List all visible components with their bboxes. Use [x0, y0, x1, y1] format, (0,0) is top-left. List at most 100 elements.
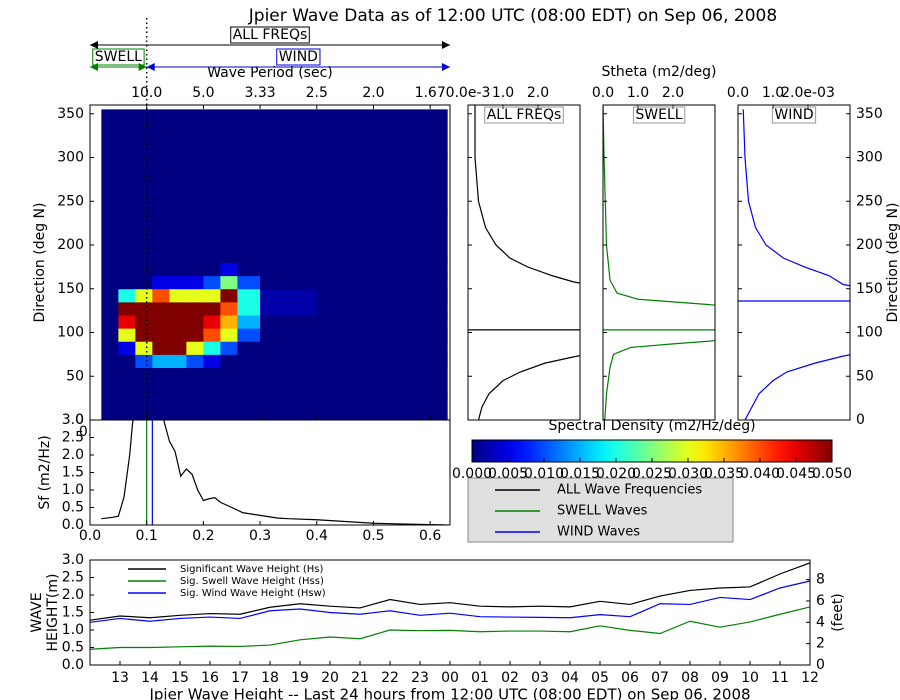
heatmap-cell [260, 341, 318, 355]
axes-background [603, 105, 715, 420]
heatmap-cell [373, 210, 448, 263]
heatmap-cell [316, 157, 374, 211]
heatmap-cell [220, 393, 238, 421]
y-tick-label: 1.5 [62, 605, 84, 621]
panel-label-box [484, 106, 564, 124]
heatmap-cell [373, 109, 448, 158]
y-tick-label: 3.0 [62, 552, 84, 568]
x-tick-label: 07 [651, 670, 669, 686]
heatmap-cell [373, 341, 448, 355]
x-tick-label: 0.040 [740, 466, 780, 482]
y-tick-label: 2.0 [62, 447, 84, 463]
y-tick-label: 50 [856, 368, 874, 384]
heatmap-cell [152, 262, 170, 277]
band-label: ALL FREQs [233, 27, 308, 43]
heatmap-cell [186, 210, 204, 263]
heatmap-cell [169, 315, 187, 329]
heatmap-cell [152, 354, 170, 368]
y-tick-label: 1.0 [62, 482, 84, 498]
heatmap-cell [101, 275, 119, 290]
heatmap-cell [135, 109, 153, 158]
heatmap-cell [220, 275, 238, 290]
heatmap-cell [316, 288, 374, 303]
heatmap-cell [169, 354, 187, 368]
heatmap-cell [316, 301, 374, 316]
y-tick-label: 100 [856, 325, 883, 341]
x-tick-label: 06 [621, 670, 639, 686]
y-tick-label: 0.0 [62, 657, 84, 673]
arrow-head [90, 41, 98, 49]
top-axis-label: Wave Period (sec) [207, 65, 333, 81]
heatmap-cell [237, 354, 261, 368]
heatmap-cell [118, 328, 136, 342]
heatmap-cell [316, 315, 374, 329]
x-tick-label: 03 [531, 670, 549, 686]
axes-frame [467, 104, 581, 421]
heatmap-cell [152, 288, 170, 303]
heatmap-cell [118, 341, 136, 355]
heatmap-cell [203, 315, 221, 329]
heatmap-cell [373, 315, 448, 329]
heatmap-cell [203, 109, 221, 158]
legend-label: Sig. Swell Wave Height (Hss) [180, 576, 324, 587]
colorbar-label: Spectral Density (m2/Hz/deg) [548, 418, 755, 434]
heatmap-cell [152, 341, 170, 355]
heatmap-cell [135, 157, 153, 211]
panel-label: ALL FREQs [487, 107, 562, 123]
data-line [90, 606, 810, 650]
heatmap-cell [203, 262, 221, 277]
heatmap-cell [152, 328, 170, 342]
heatmap-cell [101, 341, 119, 355]
y-tick-label: 250 [856, 193, 883, 209]
axes-frame [602, 104, 716, 421]
heatmap-cell [220, 288, 238, 303]
heatmap-cell [316, 393, 374, 421]
heatmap-cell [220, 262, 238, 277]
y-tick-label: 50 [66, 368, 84, 384]
heatmap-cell [316, 354, 374, 368]
heatmap-cell [220, 341, 238, 355]
heatmap-cell [169, 367, 187, 395]
y-tick-label: 1.0 [62, 622, 84, 638]
heatmap-cell [316, 210, 374, 263]
heatmap-cell [203, 393, 221, 421]
y-tick-label: 0.5 [62, 640, 84, 656]
y-axis-label: WAVE [29, 592, 45, 632]
y2-axis-label: (feet) [830, 593, 846, 632]
heatmap-cell [220, 210, 238, 263]
heatmap-cell [237, 393, 261, 421]
top-tick-label: 1.0 [627, 85, 649, 101]
heatmap-cell [186, 328, 204, 342]
data-line [90, 562, 810, 621]
heatmap-cell [260, 157, 318, 211]
x-tick-label: 0.010 [524, 466, 564, 482]
top-tick-label: 10.0 [131, 85, 162, 101]
heatmap-cell [169, 109, 187, 158]
heatmap-cell [118, 157, 136, 211]
heatmap-cell [169, 341, 187, 355]
x-tick-label: 0.000 [452, 466, 492, 482]
heatmap-cell [135, 341, 153, 355]
y-tick-label: 150 [57, 281, 84, 297]
x-tick-label: 10 [741, 670, 759, 686]
y-tick-label: 0 [816, 657, 825, 673]
heatmap-cell [220, 315, 238, 329]
arrow-head [442, 63, 450, 71]
heatmap-cell [169, 288, 187, 303]
band-label-box [92, 48, 145, 66]
heatmap-cell [237, 109, 261, 158]
heatmap-cell [135, 275, 153, 290]
y-axis-label: Direction (deg N) [885, 203, 900, 323]
heatmap-cell [118, 275, 136, 290]
heatmap-cell [373, 275, 448, 290]
legend-label: ALL Wave Frequencies [557, 483, 702, 498]
heatmap-cell [135, 367, 153, 395]
heatmap-cell [237, 367, 261, 395]
x-tick-label: 01 [471, 670, 489, 686]
x-tick-label: 08 [681, 670, 699, 686]
axes-background [90, 420, 450, 525]
x-axis-label: Stheta (m2/deg) [602, 64, 717, 80]
heatmap-cell [203, 367, 221, 395]
heatmap-cell [260, 210, 318, 263]
heatmap-cell [152, 210, 170, 263]
